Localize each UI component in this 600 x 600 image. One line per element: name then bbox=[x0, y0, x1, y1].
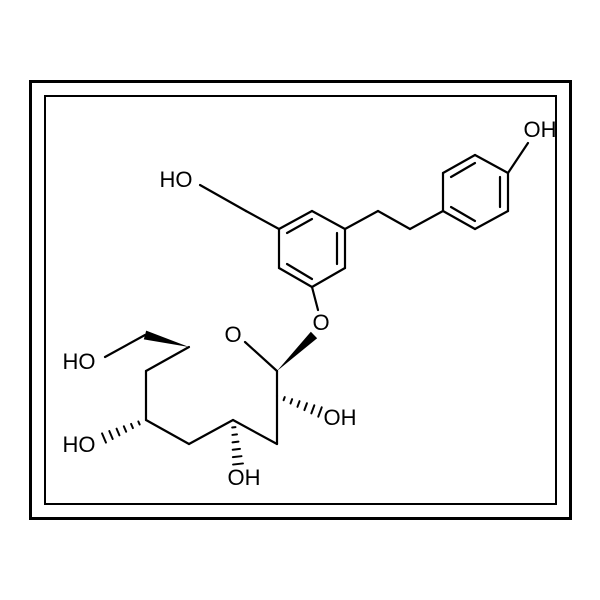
figure-canvas: OH HO O O HO OH HO OH bbox=[0, 0, 600, 600]
atom-label-HO-c4: HO bbox=[63, 432, 96, 458]
atom-label-OH-c2: OH bbox=[324, 405, 357, 431]
atom-label-HO-resorcinol: HO bbox=[160, 167, 193, 193]
bond-layer bbox=[0, 0, 600, 600]
atom-label-OH-ph-para: OH bbox=[524, 117, 557, 143]
atom-label-O-glyc: O bbox=[312, 310, 329, 336]
atom-label-O-ring: O bbox=[224, 322, 241, 348]
atom-label-HO-ch2: HO bbox=[63, 349, 96, 375]
atom-label-OH-c3: OH bbox=[228, 465, 261, 491]
